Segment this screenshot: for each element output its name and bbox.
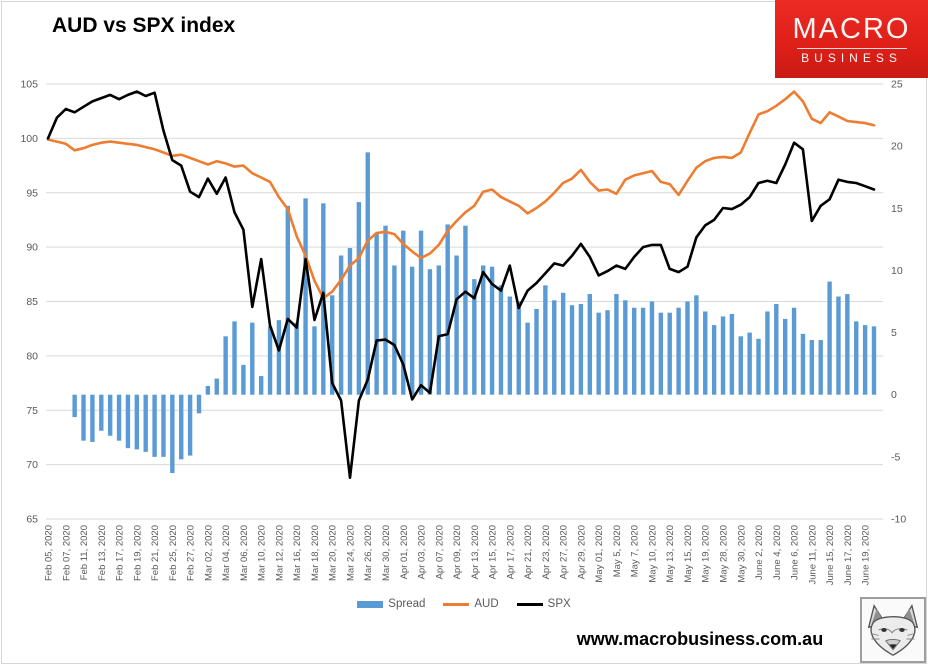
- svg-text:Feb 11, 2020: Feb 11, 2020: [79, 525, 90, 580]
- svg-text:Apr 27, 2020: Apr 27, 2020: [559, 525, 570, 579]
- logo-divider: [796, 47, 907, 49]
- svg-text:Feb 17, 2020: Feb 17, 2020: [115, 525, 126, 581]
- svg-text:105: 105: [20, 79, 38, 91]
- svg-text:Apr 13, 2020: Apr 13, 2020: [470, 525, 481, 579]
- fox-icon: [867, 604, 919, 656]
- svg-text:-5: -5: [891, 451, 900, 463]
- spx-line-swatch-icon: [516, 602, 543, 606]
- svg-text:Apr 29, 2020: Apr 29, 2020: [576, 525, 587, 579]
- svg-text:May 15, 2020: May 15, 2020: [683, 525, 694, 583]
- svg-text:Feb 07, 2020: Feb 07, 2020: [61, 525, 72, 581]
- legend-item-spread: Spread: [357, 598, 425, 610]
- svg-text:May 19, 2020: May 19, 2020: [701, 525, 712, 583]
- svg-text:Apr 15, 2020: Apr 15, 2020: [488, 525, 499, 579]
- spread-swatch-icon: [357, 600, 384, 608]
- svg-text:June 17, 2020: June 17, 2020: [843, 525, 854, 585]
- svg-text:Mar 02, 2020: Mar 02, 2020: [203, 525, 214, 581]
- svg-text:Feb 27, 2020: Feb 27, 2020: [186, 525, 197, 581]
- svg-text:May 30, 2020: May 30, 2020: [736, 525, 747, 583]
- aud-line-swatch-icon: [443, 602, 470, 606]
- svg-text:-10: -10: [891, 514, 906, 526]
- svg-text:Apr 09, 2020: Apr 09, 2020: [452, 525, 463, 579]
- svg-text:Feb 25, 2020: Feb 25, 2020: [168, 525, 179, 581]
- svg-text:90: 90: [26, 242, 38, 254]
- svg-text:95: 95: [26, 187, 38, 199]
- spread-bars: [72, 152, 877, 474]
- svg-text:75: 75: [26, 405, 38, 417]
- svg-text:80: 80: [26, 350, 38, 362]
- svg-text:Mar 10, 2020: Mar 10, 2020: [257, 525, 268, 581]
- svg-text:Apr 21, 2020: Apr 21, 2020: [523, 525, 534, 579]
- svg-text:Apr 01, 2020: Apr 01, 2020: [399, 525, 410, 579]
- legend-item-aud: AUD: [443, 598, 499, 610]
- svg-text:15: 15: [891, 203, 903, 215]
- svg-text:Apr 03, 2020: Apr 03, 2020: [417, 525, 428, 579]
- website-url: www.macrobusiness.com.au: [576, 629, 824, 649]
- svg-text:65: 65: [26, 514, 38, 526]
- chart-legend: Spread AUD SPX: [0, 598, 928, 610]
- svg-text:May 01, 2020: May 01, 2020: [594, 525, 605, 583]
- legend-label: Spread: [388, 598, 426, 610]
- svg-text:85: 85: [26, 296, 38, 308]
- svg-text:June 15, 2020: June 15, 2020: [825, 525, 836, 585]
- svg-text:Mar 04, 2020: Mar 04, 2020: [221, 525, 232, 581]
- legend-label: SPX: [547, 598, 571, 610]
- logo-text-macro: MACRO: [792, 12, 911, 45]
- svg-text:Feb 21, 2020: Feb 21, 2020: [150, 525, 161, 581]
- svg-text:June 19, 2020: June 19, 2020: [861, 525, 872, 585]
- svg-text:Mar 24, 2020: Mar 24, 2020: [345, 525, 356, 581]
- left-axis-tick-labels: 105 100 95 90 85 80 75 70 65: [20, 79, 38, 526]
- svg-text:May 7, 2020: May 7, 2020: [630, 525, 641, 577]
- svg-text:100: 100: [20, 133, 38, 145]
- chart-title: AUD vs SPX index: [52, 14, 236, 37]
- svg-text:June 11, 2020: June 11, 2020: [807, 525, 818, 585]
- svg-text:May 13, 2020: May 13, 2020: [665, 525, 676, 583]
- svg-text:Mar 26, 2020: Mar 26, 2020: [363, 525, 374, 581]
- svg-text:70: 70: [26, 459, 38, 471]
- svg-text:Mar 30, 2020: Mar 30, 2020: [381, 525, 392, 581]
- svg-text:May 10, 2020: May 10, 2020: [647, 525, 658, 583]
- svg-text:Apr 17, 2020: Apr 17, 2020: [505, 525, 516, 579]
- macrobusiness-logo: MACRO BUSINESS: [775, 0, 928, 78]
- spx-line: [46, 90, 876, 479]
- aud-line: [46, 90, 876, 300]
- svg-text:June 6, 2020: June 6, 2020: [790, 525, 801, 580]
- svg-text:Mar 06, 2020: Mar 06, 2020: [239, 525, 250, 581]
- svg-text:Apr 07, 2020: Apr 07, 2020: [434, 525, 445, 579]
- svg-text:Mar 18, 2020: Mar 18, 2020: [310, 525, 321, 581]
- x-axis-labels: Feb 05, 2020 Feb 07, 2020 Feb 11, 2020 Feb …: [44, 525, 872, 585]
- svg-text:20: 20: [891, 141, 903, 153]
- legend-label: AUD: [474, 598, 499, 610]
- svg-text:0: 0: [891, 389, 897, 401]
- logo-text-business: BUSINESS: [801, 50, 902, 65]
- svg-text:5: 5: [891, 327, 897, 339]
- svg-text:25: 25: [891, 79, 903, 91]
- svg-text:Mar 16, 2020: Mar 16, 2020: [292, 525, 303, 581]
- fox-logo: [860, 597, 926, 663]
- svg-text:Mar 12, 2020: Mar 12, 2020: [274, 525, 285, 581]
- svg-text:June 4, 2020: June 4, 2020: [772, 525, 783, 580]
- svg-text:Mar 20, 2020: Mar 20, 2020: [328, 525, 339, 581]
- svg-text:June 2, 2020: June 2, 2020: [754, 525, 765, 580]
- right-axis-tick-labels: 25 20 15 10 5 0 -5 -10: [891, 79, 906, 526]
- legend-item-spx: SPX: [516, 598, 571, 610]
- svg-text:Feb 13, 2020: Feb 13, 2020: [97, 525, 108, 581]
- svg-text:Apr 23, 2020: Apr 23, 2020: [541, 525, 552, 579]
- svg-text:10: 10: [891, 265, 903, 277]
- svg-text:May 28, 2020: May 28, 2020: [719, 525, 730, 583]
- svg-text:Feb 05, 2020: Feb 05, 2020: [44, 525, 55, 581]
- svg-text:Feb 19, 2020: Feb 19, 2020: [132, 525, 143, 581]
- svg-text:May 5, 2020: May 5, 2020: [612, 525, 623, 577]
